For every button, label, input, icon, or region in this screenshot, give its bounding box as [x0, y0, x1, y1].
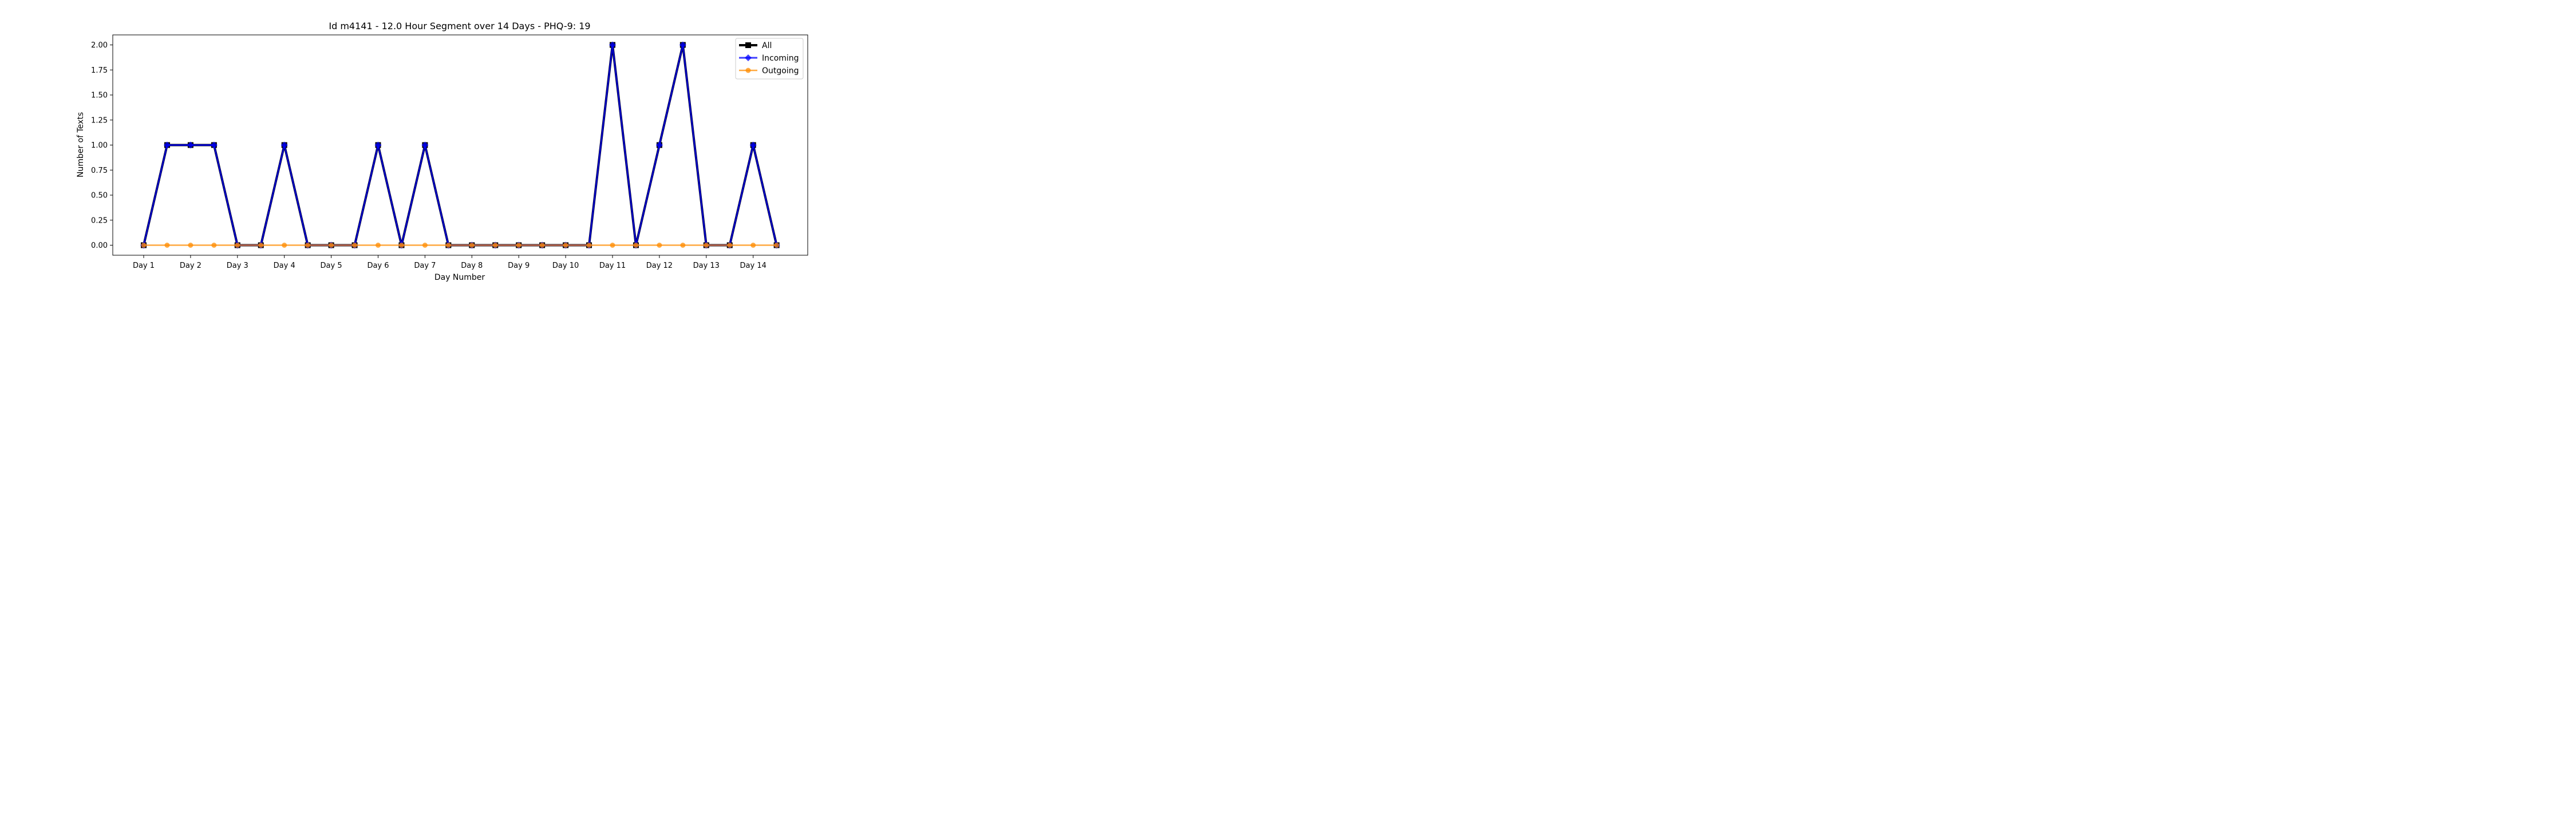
y-tick-label: 0.75	[91, 167, 108, 175]
data-point-outgoing	[282, 243, 287, 248]
data-point-incoming	[749, 141, 757, 149]
y-tick-label: 1.00	[91, 141, 108, 150]
data-point-outgoing	[610, 243, 615, 248]
data-point-incoming	[163, 141, 171, 149]
data-point-outgoing	[492, 243, 498, 248]
y-axis-label: Number of Texts	[76, 112, 85, 177]
legend-entry-incoming: Incoming	[739, 54, 799, 63]
x-axis-label: Day Number	[434, 273, 485, 282]
legend-label: Outgoing	[762, 66, 799, 76]
x-tick-label: Day 5	[321, 262, 342, 270]
data-point-outgoing	[258, 243, 264, 248]
data-point-incoming	[679, 41, 686, 49]
legend-label: All	[762, 41, 772, 50]
data-point-outgoing	[750, 243, 756, 248]
y-tick-label: 0.25	[91, 216, 108, 225]
data-point-incoming	[655, 141, 663, 149]
y-tick-label: 1.75	[91, 66, 108, 75]
x-tick-label: Day 8	[461, 262, 483, 270]
legend-label: Incoming	[762, 54, 799, 63]
data-point-incoming	[421, 141, 429, 149]
y-tick-label: 0.00	[91, 241, 108, 250]
data-point-outgoing	[516, 243, 521, 248]
data-point-outgoing	[398, 243, 404, 248]
data-point-outgoing	[657, 243, 662, 248]
chart: Id m4141 - 12.0 Hour Segment over 14 Day…	[0, 0, 886, 283]
y-tick-label: 0.50	[91, 192, 108, 200]
data-point-incoming	[280, 141, 288, 149]
data-point-outgoing	[211, 243, 217, 248]
x-tick-label: Day 7	[414, 262, 436, 270]
data-point-incoming	[187, 141, 194, 149]
x-tick-label: Day 13	[693, 262, 720, 270]
legend-box	[735, 38, 804, 80]
data-point-outgoing	[376, 243, 381, 248]
legend-marker	[745, 42, 751, 48]
plot-area: 0.00 0.25 0.50 0.75 1.00 1.25 1.50 1.75 2.00 Day …	[91, 34, 808, 270]
x-tick-label: Day 9	[508, 262, 530, 270]
data-point-incoming	[210, 141, 218, 149]
legend-entry-all: All	[739, 41, 772, 50]
x-tick-label: Day 11	[599, 262, 626, 270]
data-point-outgoing	[235, 243, 240, 248]
chart-title: Id m4141 - 12.0 Hour Segment over 14 Day…	[329, 21, 590, 31]
data-point-outgoing	[704, 243, 709, 248]
data-point-outgoing	[469, 243, 475, 248]
y-tick-label: 1.50	[91, 92, 108, 100]
data-point-outgoing	[727, 243, 733, 248]
y-tick-label: 2.00	[91, 41, 108, 50]
data-point-outgoing	[445, 243, 451, 248]
y-tick-label: 1.25	[91, 116, 108, 125]
data-point-outgoing	[633, 243, 639, 248]
legend-marker	[745, 68, 751, 73]
data-point-outgoing	[586, 243, 592, 248]
data-point-outgoing	[422, 243, 428, 248]
series-outgoing	[141, 243, 780, 248]
x-tick-label: Day 14	[740, 262, 767, 270]
x-tick-label: Day 3	[227, 262, 248, 270]
data-point-incoming	[609, 41, 616, 49]
data-point-outgoing	[539, 243, 545, 248]
x-tick-label: Day 10	[552, 262, 579, 270]
legend-marker	[745, 54, 752, 61]
data-point-outgoing	[164, 243, 170, 248]
data-point-incoming	[374, 141, 382, 149]
data-point-outgoing	[680, 243, 686, 248]
data-point-outgoing	[352, 243, 358, 248]
x-tick-label: Day 12	[646, 262, 673, 270]
x-tick-label: Day 2	[180, 262, 202, 270]
data-point-outgoing	[774, 243, 780, 248]
legend: All Incoming Outgoing	[735, 38, 804, 80]
x-tick-label: Day 6	[367, 262, 389, 270]
data-point-outgoing	[329, 243, 334, 248]
x-tick-label: Day 1	[133, 262, 155, 270]
data-point-outgoing	[141, 243, 147, 248]
data-point-outgoing	[188, 243, 193, 248]
legend-entry-outgoing: Outgoing	[739, 66, 799, 76]
data-point-outgoing	[305, 243, 311, 248]
data-point-outgoing	[563, 243, 568, 248]
x-tick-label: Day 4	[274, 262, 295, 270]
